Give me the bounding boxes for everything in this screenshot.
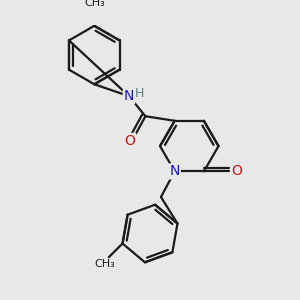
Text: O: O (231, 164, 242, 178)
Text: O: O (124, 134, 135, 148)
Text: H: H (134, 87, 144, 100)
Text: CH₃: CH₃ (95, 259, 116, 269)
Text: N: N (124, 89, 134, 103)
Text: N: N (169, 164, 180, 178)
Text: CH₃: CH₃ (84, 0, 105, 8)
